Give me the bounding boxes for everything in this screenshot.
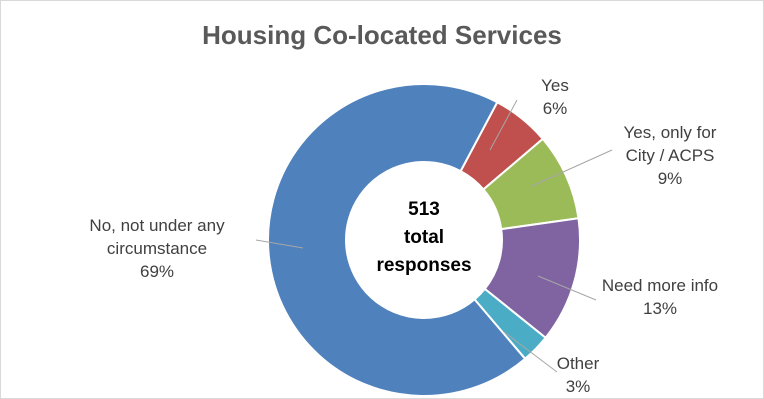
center-total: 513 (408, 199, 440, 220)
center-word-total: total (403, 227, 445, 248)
center-word-responses: responses (376, 255, 472, 276)
label-other: Other 3% (556, 354, 600, 396)
leader-yes (489, 99, 518, 151)
label-no: No, not under any circumstance 69% (89, 216, 225, 281)
label-yes: Yes 6% (541, 76, 569, 118)
leader-no (255, 239, 304, 249)
chart-title: Housing Co-located Services (202, 20, 562, 50)
label-need-more-info: Need more info 13% (601, 276, 719, 318)
label-yes-only-city: Yes, only for City / ACPS 9% (623, 123, 717, 188)
leader-other (503, 331, 558, 373)
center-label: 513 total responses (364, 196, 484, 280)
slice-no-not-under-any-circumstance (267, 83, 527, 397)
leader-need-more-info (537, 275, 597, 301)
leader-yes-only-city (531, 149, 613, 187)
